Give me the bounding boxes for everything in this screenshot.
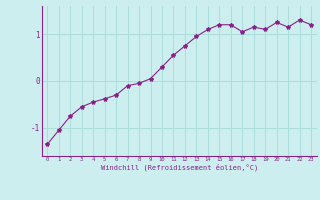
X-axis label: Windchill (Refroidissement éolien,°C): Windchill (Refroidissement éolien,°C) bbox=[100, 163, 258, 171]
